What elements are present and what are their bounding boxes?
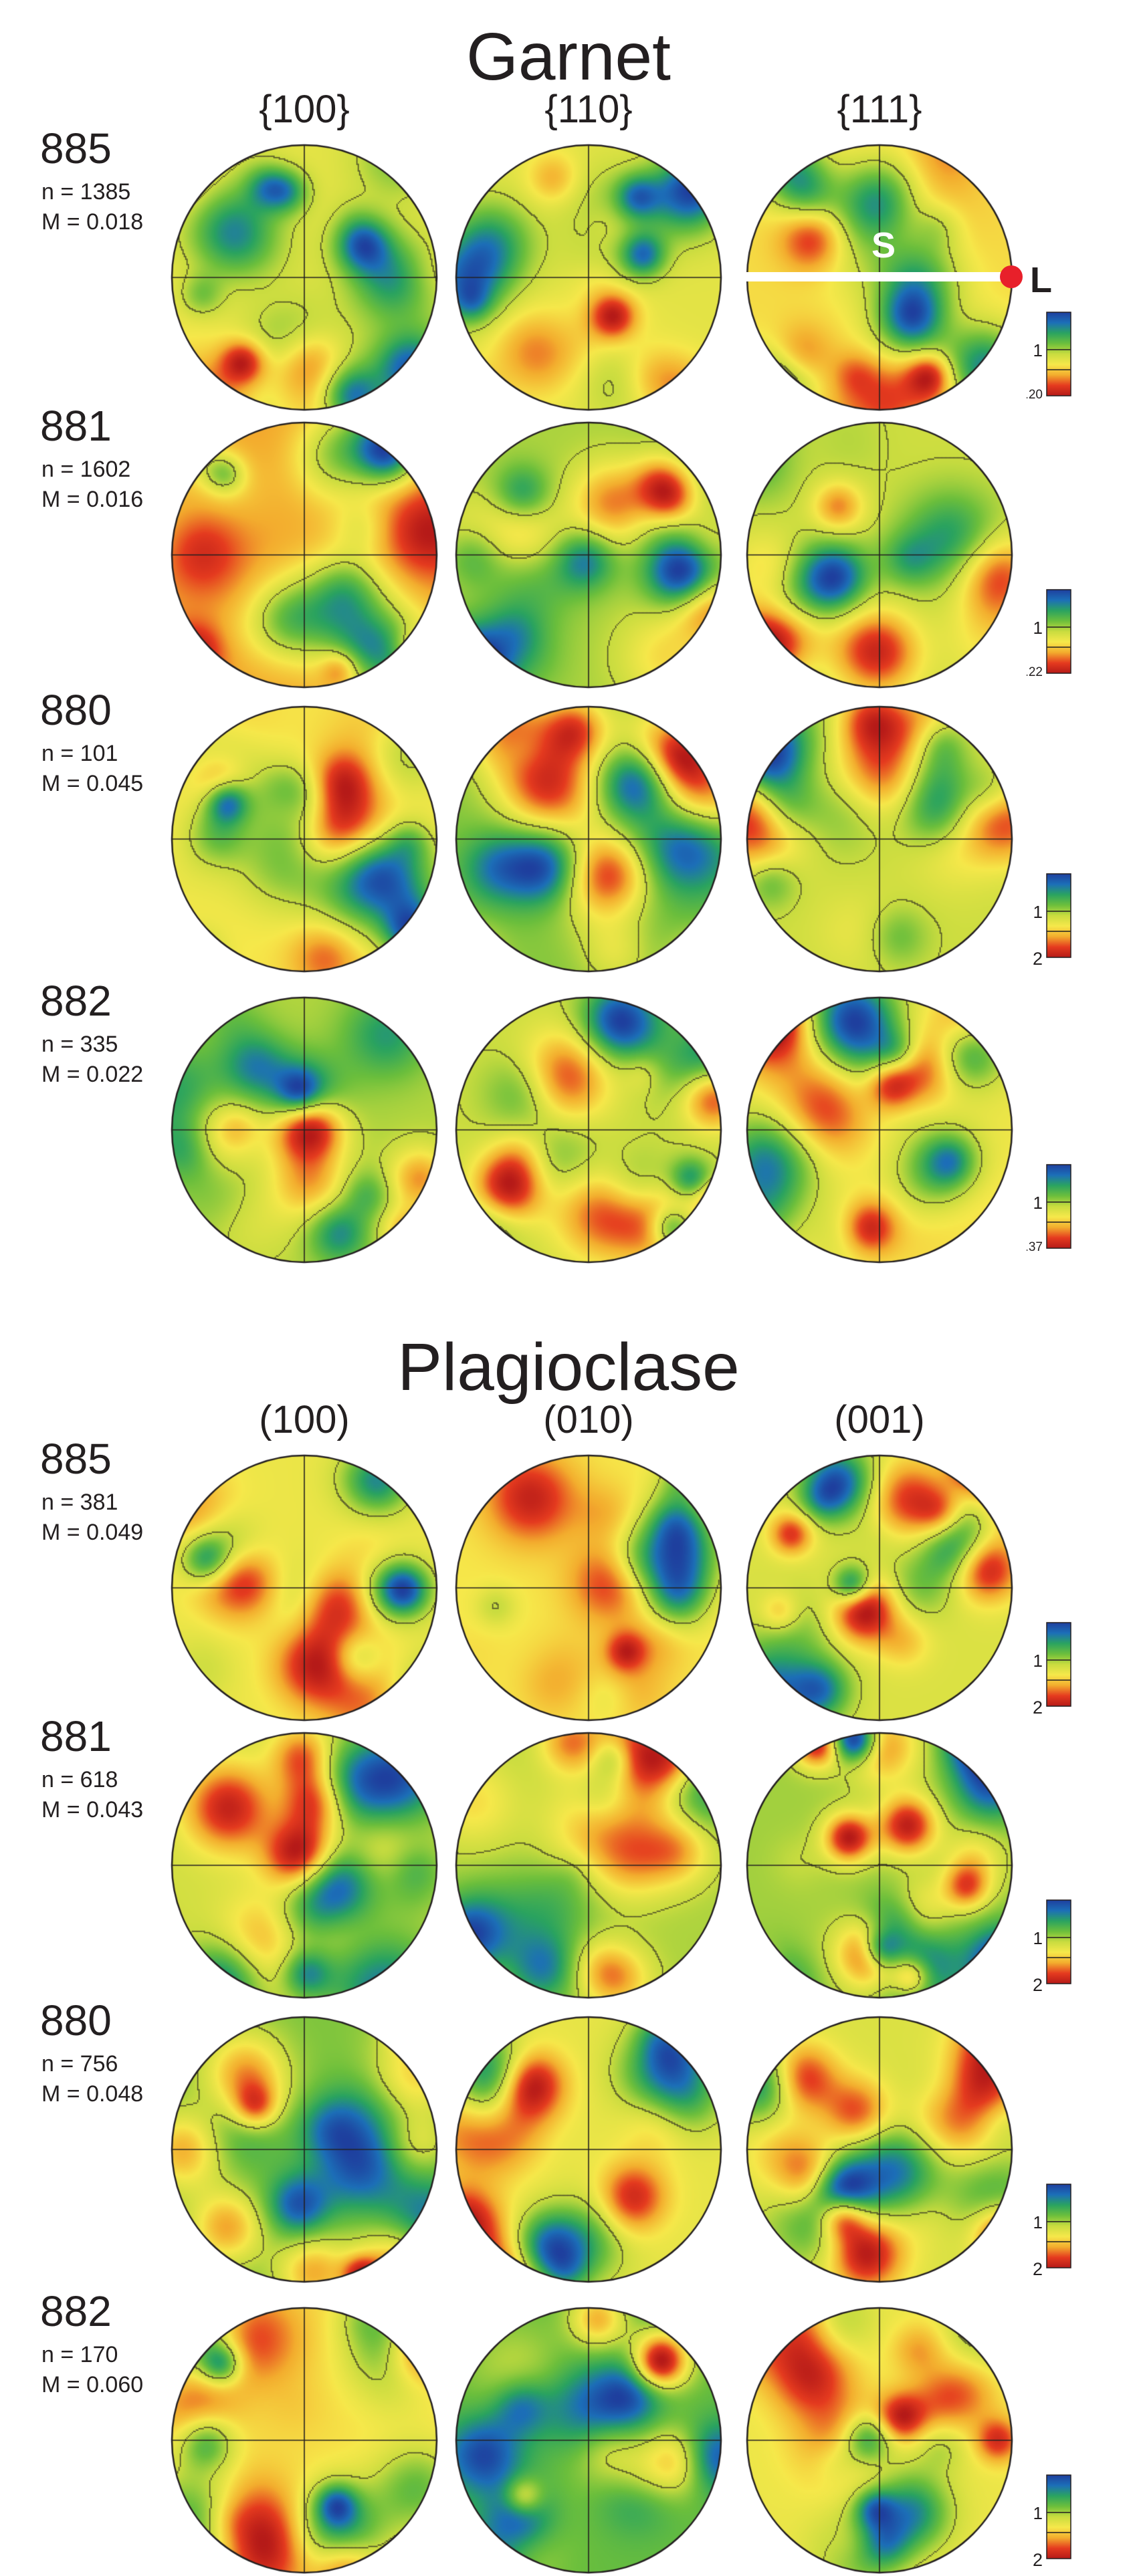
color-scale-bar: 12 — [1033, 2474, 1071, 2570]
plagioclase-pole-figure — [171, 1454, 438, 1722]
scale-max-label: 2 — [1033, 2259, 1043, 2279]
density-color-scale: 11.37 — [1018, 1163, 1073, 1262]
sample-id: 881 — [40, 402, 112, 450]
sample-m-index: M = 0.022 — [41, 1062, 144, 1087]
sample-id: 881 — [40, 1712, 112, 1760]
scale-max-label: 1.37 — [1027, 1240, 1043, 1254]
garnet-pole-figure — [746, 996, 1013, 1264]
garnet-pole-figure — [171, 144, 438, 411]
plagioclase-pole-figure — [746, 2307, 1013, 2574]
garnet-column-header: {100} — [259, 88, 350, 131]
garnet-pole-figure — [455, 705, 722, 973]
garnet-pole-figure — [455, 144, 722, 411]
sample-n-count: n = 1602 — [41, 457, 131, 482]
color-scale-bar: 12 — [1033, 1622, 1071, 1718]
sample-m-index: M = 0.060 — [41, 2372, 144, 2397]
plagioclase-pole-figure — [455, 2307, 722, 2574]
scale-tick-label: 1 — [1033, 902, 1043, 922]
scale-max-label: 1.20 — [1027, 388, 1043, 402]
plagioclase-pole-figure — [171, 2307, 438, 2574]
sample-n-count: n = 756 — [41, 2051, 118, 2077]
garnet-pole-figure — [171, 996, 438, 1264]
garnet-pole-figure — [171, 705, 438, 973]
scale-max-label: 2 — [1033, 2550, 1043, 2570]
scale-tick-label: 1 — [1033, 1928, 1043, 1948]
sample-m-index: M = 0.043 — [41, 1797, 144, 1823]
garnet-section-title: Garnet — [466, 19, 671, 94]
color-scale-bar: 11.22 — [1018, 589, 1071, 679]
sample-n-count: n = 170 — [41, 2342, 118, 2367]
color-scale-bar: 12 — [1033, 873, 1071, 969]
sample-id: 885 — [40, 124, 112, 172]
garnet-column-header: {111} — [837, 88, 922, 131]
sample-n-count: n = 618 — [41, 1767, 118, 1792]
garnet-pole-figure — [455, 421, 722, 689]
garnet-pole-figure — [746, 144, 1013, 411]
plagioclase-column-header: (001) — [834, 1398, 925, 1441]
scale-tick-label: 1 — [1033, 340, 1043, 360]
plagioclase-pole-figure — [746, 1732, 1013, 1999]
density-color-scale: 11.22 — [1018, 588, 1073, 687]
plagioclase-column-header: (100) — [259, 1398, 350, 1441]
color-scale-bar: 11.37 — [1018, 1164, 1071, 1254]
sample-m-index: M = 0.048 — [41, 2081, 144, 2107]
sample-m-index: M = 0.045 — [41, 771, 144, 796]
scale-max-label: 2 — [1033, 1697, 1043, 1718]
sample-n-count: n = 101 — [41, 741, 118, 766]
garnet-pole-figure — [746, 705, 1013, 973]
sample-id: 882 — [40, 977, 112, 1025]
plagioclase-pole-figure — [455, 1454, 722, 1722]
garnet-pole-figure — [746, 421, 1013, 689]
sample-id: 885 — [40, 1435, 112, 1483]
scale-max-label: 1.22 — [1027, 665, 1043, 679]
plagioclase-pole-figure — [746, 2016, 1013, 2283]
sample-m-index: M = 0.049 — [41, 1520, 144, 1545]
color-scale-bar: 12 — [1033, 1899, 1071, 1995]
sample-m-index: M = 0.016 — [41, 487, 144, 512]
plagioclase-pole-figure — [455, 2016, 722, 2283]
plagioclase-pole-figure — [171, 1732, 438, 1999]
plagioclase-pole-figure — [171, 2016, 438, 2283]
color-scale-bar: 11.20 — [1018, 312, 1071, 402]
garnet-pole-figure — [455, 996, 722, 1264]
density-color-scale: 11.20 — [1018, 311, 1073, 410]
scale-tick-label: 1 — [1033, 2503, 1043, 2523]
scale-tick-label: 1 — [1033, 2212, 1043, 2232]
scale-tick-label: 1 — [1033, 618, 1043, 638]
plagioclase-column-header: (010) — [543, 1398, 634, 1441]
scale-max-label: 2 — [1033, 949, 1043, 969]
garnet-pole-figure — [171, 421, 438, 689]
sample-n-count: n = 1385 — [41, 179, 131, 205]
plagioclase-pole-figure — [455, 1732, 722, 1999]
sample-m-index: M = 0.018 — [41, 209, 144, 235]
sample-n-count: n = 335 — [41, 1032, 118, 1057]
sample-n-count: n = 381 — [41, 1490, 118, 1515]
scale-tick-label: 1 — [1033, 1193, 1043, 1213]
scale-max-label: 2 — [1033, 1975, 1043, 1995]
scale-tick-label: 1 — [1033, 1651, 1043, 1671]
garnet-column-header: {110} — [544, 88, 633, 131]
plagioclase-pole-figure — [746, 1454, 1013, 1722]
sample-id: 880 — [40, 686, 112, 734]
color-scale-bar: 12 — [1033, 2184, 1071, 2279]
plagioclase-section-title: Plagioclase — [397, 1330, 740, 1405]
sample-id: 880 — [40, 1996, 112, 2044]
sample-id: 882 — [40, 2287, 112, 2335]
